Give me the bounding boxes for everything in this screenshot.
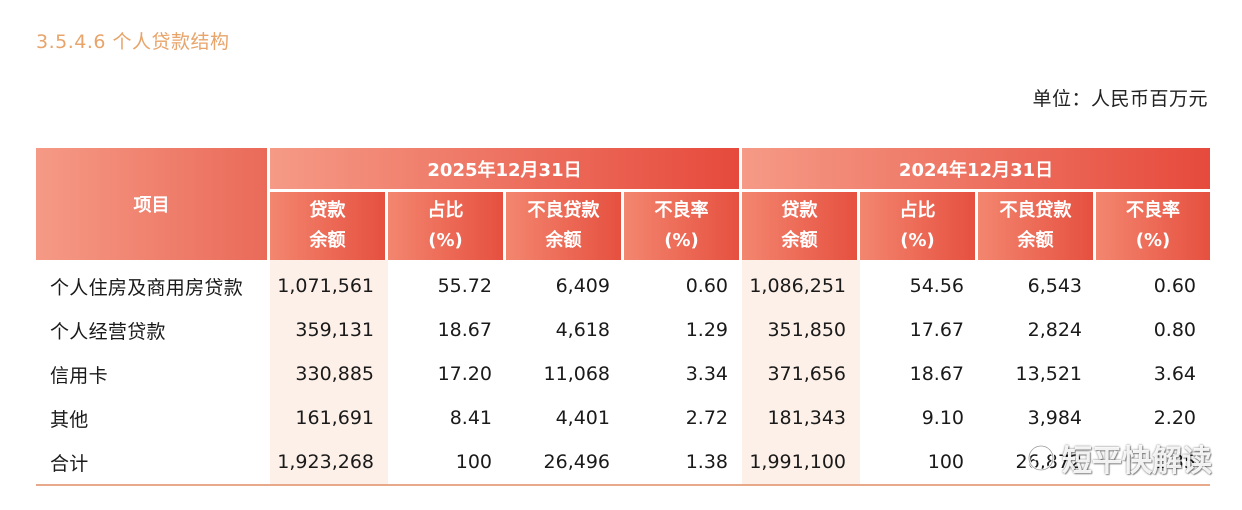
column-header-line: (%) <box>664 230 699 252</box>
table-cell: 4,401 <box>555 407 610 429</box>
column-header-line: 占比 <box>427 200 464 222</box>
unit-label: 单位：人民币百万元 <box>1032 88 1208 110</box>
column-header-line: 不良贷款 <box>999 200 1072 222</box>
column-header-line: 贷款 <box>781 200 818 222</box>
item-header: 项目 <box>36 148 270 260</box>
table-row: 个人经营贷款 359,131 18.67 4,618 1.29 351,850 17.67 2… <box>36 308 1210 352</box>
table-cell: 18.67 <box>909 363 965 385</box>
table-cell: 3.34 <box>685 363 729 385</box>
table-cell: 1,086,251 <box>742 260 861 308</box>
section-title: 3.5.4.6 个人贷款结构 <box>36 31 230 53</box>
table-cell: 0.60 <box>685 275 729 297</box>
column-header-line: 不良贷款 <box>527 200 600 222</box>
column-header: 不良率 (%) <box>1096 192 1211 260</box>
watermark-text: 短平快解读 <box>1062 444 1212 479</box>
table-cell: 359,131 <box>270 308 388 352</box>
table-cell: 1,991,100 <box>742 440 861 486</box>
column-header-line: (%) <box>900 230 935 252</box>
table-cell: 55.72 <box>437 275 492 297</box>
table-row: 个人住房及商用房贷款 1,071,561 55.72 6,409 0.60 1,086,2… <box>36 260 1210 308</box>
table-cell: 181,343 <box>742 396 861 440</box>
table-cell: 161,691 <box>270 396 388 440</box>
column-header-line: 余额 <box>1017 230 1054 252</box>
column-header-line: 余额 <box>309 230 346 252</box>
row-label: 信用卡 <box>50 364 108 387</box>
table-cell: 18.67 <box>437 319 492 341</box>
table-cell: 54.56 <box>909 275 965 297</box>
table-cell: 13,521 <box>1015 363 1083 385</box>
table-cell: 2.72 <box>685 407 729 429</box>
column-header: 贷款 余额 <box>742 192 861 260</box>
table-cell: 351,850 <box>742 308 861 352</box>
column-header: 贷款 余额 <box>270 192 388 260</box>
column-header: 不良贷款 余额 <box>506 192 624 260</box>
table-cell: 17.67 <box>909 319 965 341</box>
column-header-line: 贷款 <box>309 200 346 222</box>
table-row: 合计 1,923,268 100 26,496 1.38 1,991,100 100 26,8… <box>36 440 1211 486</box>
table-cell: 17.20 <box>437 363 492 385</box>
row-label: 其他 <box>50 408 89 431</box>
row-label: 个人经营贷款 <box>50 320 166 343</box>
table-cell: 1.38 <box>624 440 743 486</box>
table-cell: 3.64 <box>1153 363 1197 385</box>
column-header: 不良率 (%) <box>624 192 743 260</box>
table-cell: 6,543 <box>1027 275 1083 297</box>
table-row: 信用卡 330,885 17.20 11,068 3.34 371,656 18.67 13,… <box>36 352 1210 396</box>
watermark-logo-icon <box>1027 444 1055 472</box>
column-header: 占比 (%) <box>388 192 506 260</box>
table-cell: 0.60 <box>1153 275 1197 297</box>
table-cell: 100 <box>388 440 506 486</box>
table-cell: 1.29 <box>685 319 729 341</box>
personal-loan-table: 项目 2025年12月31日 2024年12月31日 贷款余额 占比 (%) 不良贷款… <box>36 148 1211 486</box>
table-row: 其他 161,691 8.41 4,401 2.72 181,343 9.10 3,984 2.… <box>36 396 1210 440</box>
row-label: 合计 <box>36 440 270 486</box>
table-cell: 8.41 <box>449 407 492 429</box>
column-header-line: 占比 <box>899 200 936 222</box>
table-cell: 9.10 <box>921 407 965 429</box>
table-cell: 3,984 <box>1027 407 1083 429</box>
column-header-line: 余额 <box>545 230 582 252</box>
table-cell: 1,923,268 <box>270 440 388 486</box>
column-header-line: 不良率 <box>1126 200 1181 222</box>
column-header: 不良贷款 余额 <box>978 192 1097 260</box>
column-header-line: 余额 <box>781 230 818 252</box>
column-header-line: 不良率 <box>654 200 709 222</box>
table-cell: 26,496 <box>506 440 624 486</box>
table-cell: 330,885 <box>270 352 388 396</box>
column-header: 占比 (%) <box>860 192 979 260</box>
table-cell: 4,618 <box>555 319 610 341</box>
table-cell: 371,656 <box>742 352 861 396</box>
table-cell: 2.20 <box>1153 407 1197 429</box>
period-header-2024: 2024年12月31日 <box>742 148 1211 193</box>
table-cell: 100 <box>860 440 979 486</box>
table-cell: 1.35 <box>1096 440 1211 486</box>
column-header-line: (%) <box>1135 230 1171 252</box>
period-header-2025: 2025年12月31日 <box>270 148 743 193</box>
column-header-line: (%) <box>428 230 463 252</box>
table-cell: 0.80 <box>1153 319 1197 341</box>
table-cell: 2,824 <box>1027 319 1083 341</box>
table-cell: 1,071,561 <box>270 260 388 308</box>
row-label: 个人住房及商用房贷款 <box>50 276 244 299</box>
watermark: 短平快解读 <box>1026 436 1212 480</box>
table-cell: 6,409 <box>555 275 610 297</box>
table-cell: 11,068 <box>543 363 610 385</box>
